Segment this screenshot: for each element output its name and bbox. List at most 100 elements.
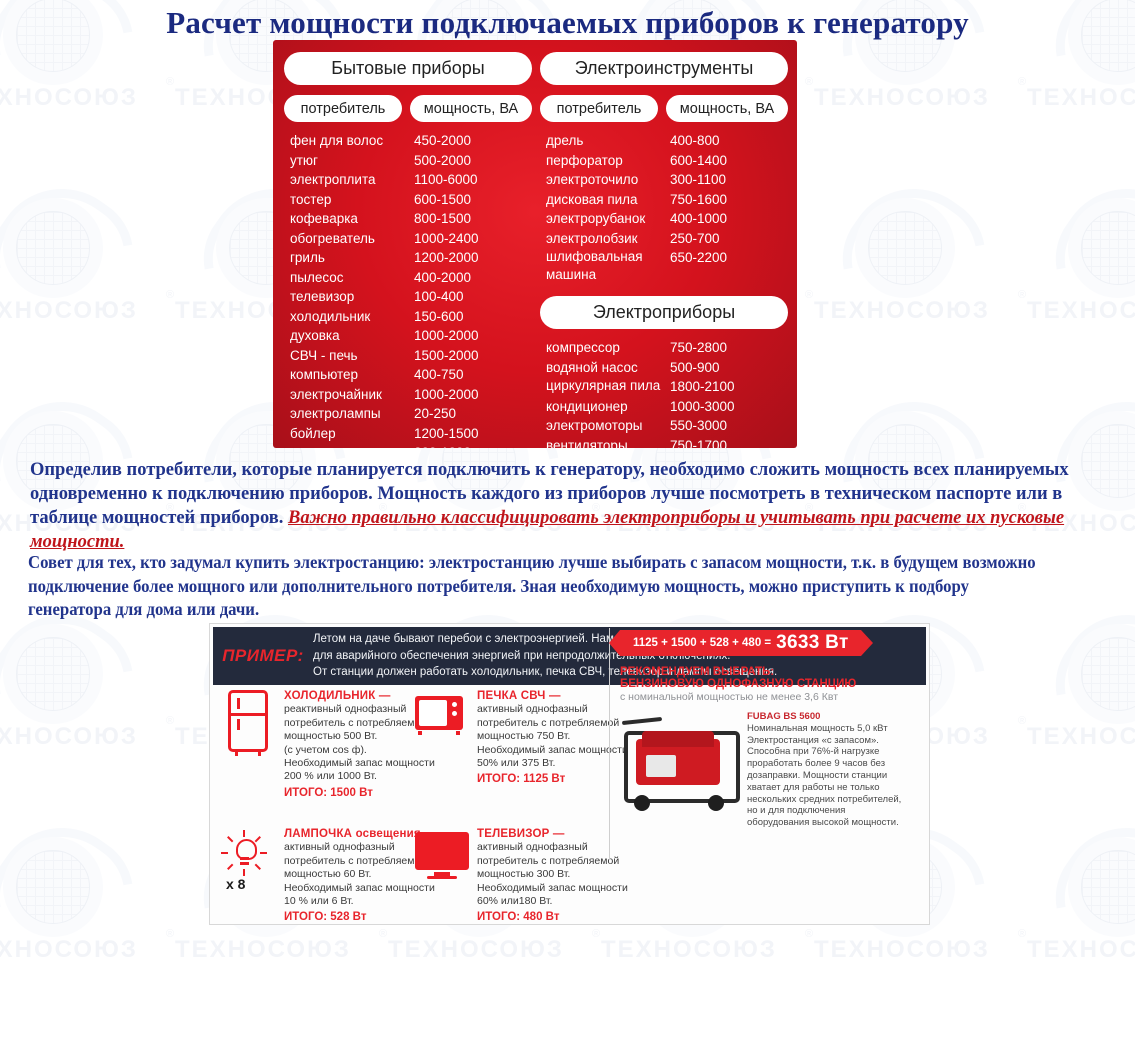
row-power: 100-400 — [414, 289, 464, 304]
section-title: Бытовые приборы — [284, 52, 532, 85]
table-row: электрочайник 1000-2000 — [284, 385, 532, 405]
item-line: мощностью 300 Вт. — [477, 868, 571, 881]
item-line: активный однофазный — [477, 703, 588, 716]
item-body: ПЕЧКА СВЧ — активный однофазный потребител… — [477, 690, 628, 787]
row-power: 1000-2000 — [414, 386, 479, 402]
row-consumer: электрочайник — [290, 386, 382, 402]
row-consumer: шлифовальная машина — [546, 249, 643, 282]
item-line: реактивный однофазный — [284, 703, 407, 716]
table-row: пылесос 400-2000 — [284, 268, 532, 288]
row-power: 200-1000 — [414, 443, 524, 448]
section-title: Электроинструменты — [540, 52, 788, 85]
table-row: утюг 500-2000 — [284, 151, 532, 171]
table-row: компьютер 400-750 — [284, 365, 532, 385]
item-line: потребитель с потребляемой — [284, 716, 427, 729]
power-table-card: Бытовые приборы потребитель мощность, ВА фе… — [273, 40, 797, 448]
tv-icon — [415, 828, 469, 925]
row-consumer: компрессор — [546, 340, 620, 355]
item-heading: ХОЛОДИЛЬНИК — — [284, 690, 391, 702]
row-power: 1800-2100 — [670, 379, 735, 394]
product-description: Номинальная мощность 5,0 кВт Электростан… — [747, 722, 902, 829]
row-consumer: пылесос — [290, 269, 344, 285]
table-row: водяной насос 500-900 — [540, 358, 788, 378]
table-row: перфоратор 600-1400 — [540, 151, 788, 171]
item-body: ТЕЛЕВИЗОР — активный однофазный потребител… — [477, 828, 628, 925]
product-row: FUBAG BS 5600 Номинальная мощность 5,0 к… — [620, 711, 930, 829]
row-power: 750-2800 — [670, 340, 728, 355]
row-power: 1200-1500 — [414, 425, 479, 441]
table-row: циркулярная пила 1800-2100 — [540, 377, 788, 397]
item-line: потребитель с потребляемой — [284, 854, 427, 867]
row-power: 20-250 — [414, 406, 457, 421]
row-consumer: гриль — [290, 250, 325, 265]
row-consumer: дисковая пила — [546, 191, 638, 207]
row-power: 450-2000 — [414, 133, 472, 148]
row-power: 750-1700 — [670, 437, 728, 449]
row-consumer: кондиционер — [546, 398, 628, 414]
row-power: 500-900 — [670, 359, 720, 375]
row-power: 1000-2400 — [414, 230, 479, 246]
row-consumer: электролобзик — [546, 230, 638, 246]
row-power: 400-800 — [670, 133, 720, 148]
section-rows: фен для волос 450-2000 утюг 500-2000 электро… — [284, 131, 532, 448]
section-rows: компрессор 750-2800 водяной насос 500-900 ци… — [540, 338, 788, 448]
item-line: Необходимый запас мощности — [477, 743, 628, 756]
paragraph-one-highlight: Важно правильно классифицировать электро… — [30, 508, 1065, 552]
row-power: 1000-2000 — [414, 328, 479, 343]
item-line: 10 % или 6 Вт. — [284, 895, 354, 908]
row-power: 400-1000 — [670, 211, 728, 226]
item-line: активный однофазный — [284, 841, 395, 854]
item-total: ИТОГО: 1500 Вт — [284, 786, 373, 799]
item-line: Необходимый запас мощности — [284, 881, 435, 894]
example-item: х 8 ЛАМПОЧКА освещения — активный однофазн… — [221, 828, 436, 925]
table-row: бойлер 1200-1500 — [284, 424, 532, 444]
row-consumer: холодильник — [290, 308, 371, 324]
header-power: мощность, ВА — [666, 95, 788, 122]
section-rows: дрель 400-800 перфоратор 600-1400 электроточ… — [540, 131, 788, 284]
row-power: 1200-2000 — [414, 250, 479, 265]
row-consumer: СВЧ - печь — [290, 347, 358, 363]
header-consumer: потребитель — [540, 95, 658, 122]
table-row: электролобзик 250-700 — [540, 229, 788, 249]
row-consumer: тостер — [290, 191, 332, 207]
row-consumer: электрорубанок — [546, 211, 646, 226]
paragraph-two: Совет для тех, кто задумал купить электр… — [28, 552, 1036, 619]
item-heading: ЛАМПОЧКА освещения — — [284, 828, 436, 840]
row-consumer: электромоторы — [546, 418, 643, 433]
row-consumer: телевизор — [290, 289, 355, 304]
sum-expression: 1125 + 1500 + 528 + 480 = — [633, 637, 772, 649]
item-line: потребитель с потребляемой — [477, 854, 620, 867]
generator-icon — [620, 711, 740, 815]
row-consumer: бойлер — [290, 425, 336, 441]
item-line: Необходимый запас мощности — [284, 757, 435, 770]
example-item: ТЕЛЕВИЗОР — активный однофазный потребител… — [415, 828, 628, 925]
row-power: 400-750 — [414, 367, 464, 382]
row-consumer: электролампы — [290, 406, 381, 421]
row-power: 650-2200 — [670, 250, 728, 265]
table-column-left: Бытовые приборы потребитель мощность, ВА фе… — [284, 40, 532, 448]
item-line: активный однофазный — [477, 841, 588, 854]
row-power: 600-1500 — [414, 191, 472, 207]
table-row: электромоторы 550-3000 — [540, 416, 788, 436]
row-power: 800-1500 — [414, 211, 472, 226]
table-row: фен для волос 450-2000 — [284, 131, 532, 151]
row-power: 1100-6000 — [414, 172, 478, 187]
example-item: ПЕЧКА СВЧ — активный однофазный потребител… — [415, 690, 628, 787]
page-root: Расчет мощности подключаемых приборов к … — [28, 5, 1069, 925]
section-title: Электроприборы — [540, 296, 788, 329]
page-title: Расчет мощности подключаемых приборов к … — [166, 5, 969, 40]
table-row: шлифовальная машина 650-2200 — [540, 248, 788, 284]
row-consumer: водяной насос — [546, 359, 638, 375]
item-line: 60% или180 Вт. — [477, 895, 553, 908]
example-item: ХОЛОДИЛЬНИК — реактивный однофазный потреб… — [222, 690, 435, 800]
table-row: вентиляторы 750-1700 — [540, 436, 788, 449]
item-body: ХОЛОДИЛЬНИК — реактивный однофазный потреб… — [284, 690, 435, 800]
item-total: ИТОГО: 528 Вт — [284, 911, 367, 924]
lamp-multiplier: х 8 — [226, 876, 246, 892]
item-line: (с учетом cos ф). — [284, 743, 367, 756]
item-total: ИТОГО: 480 Вт — [477, 911, 560, 924]
product-info: FUBAG BS 5600 Номинальная мощность 5,0 к… — [747, 711, 907, 829]
row-consumer: обогреватель — [290, 230, 375, 246]
item-total: ИТОГО: 1125 Вт — [477, 773, 566, 786]
row-power: 550-3000 — [670, 418, 728, 433]
